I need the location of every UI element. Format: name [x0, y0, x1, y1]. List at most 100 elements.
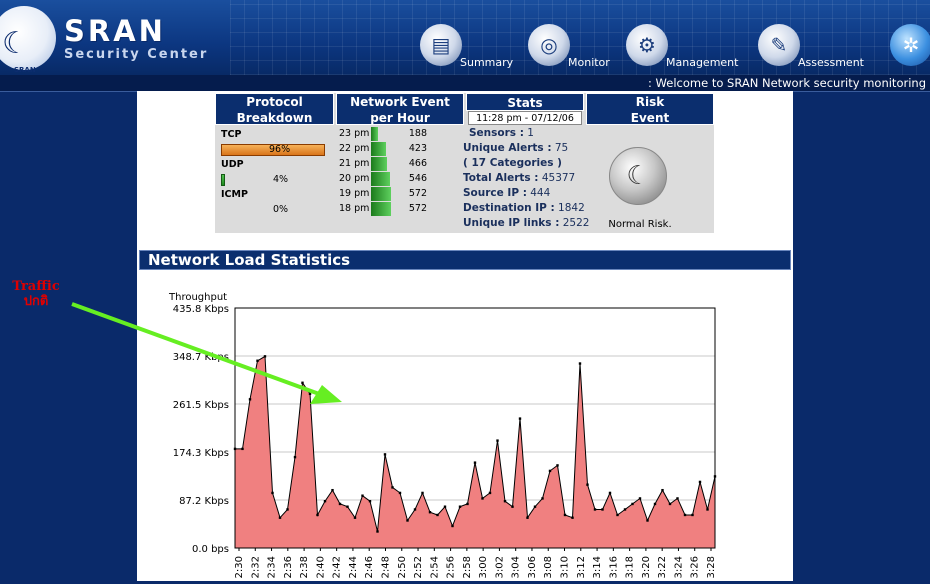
data-point: [391, 486, 394, 489]
header-grid-pattern: [230, 0, 930, 75]
x-tick-label: 3:28: [706, 556, 717, 578]
data-point: [338, 502, 342, 506]
data-point: [586, 483, 589, 486]
event-time: 21 pm: [339, 158, 370, 169]
data-point: [578, 362, 582, 365]
y-tick-label: 87.2 Kbps: [179, 496, 229, 507]
network-event-header[interactable]: Network Event per Hour: [336, 93, 464, 125]
data-point: [481, 497, 484, 500]
x-tick-label: 2:36: [283, 556, 294, 578]
gear-icon: ✲: [890, 24, 930, 66]
risk-label: Normal Risk.: [608, 219, 672, 230]
data-point: [533, 505, 537, 508]
data-point: [593, 508, 597, 511]
data-point: [436, 513, 439, 517]
x-tick-label: 2:50: [397, 556, 408, 578]
event-count: 572: [408, 188, 427, 199]
x-tick-label: 3:22: [657, 556, 668, 578]
throughput-area: [235, 356, 715, 548]
monitor-icon: ◎: [528, 24, 570, 66]
x-tick-label: 2:38: [299, 556, 310, 578]
protocol-head-line1: Protocol: [246, 95, 303, 109]
management-icon: ⚙: [626, 24, 668, 66]
y-tick-label: 348.7 Kbps: [173, 352, 229, 363]
data-point: [451, 524, 454, 528]
data-point: [676, 497, 679, 500]
protocol-tcp-bar-track: 96%: [221, 144, 329, 156]
event-time: 20 pm: [339, 173, 370, 184]
welcome-text: : Welcome to SRAN Network security monit…: [648, 76, 926, 90]
data-point: [406, 519, 409, 522]
data-point: [301, 381, 304, 384]
y-tick-label: 435.8 Kbps: [173, 304, 229, 315]
stats-header[interactable]: Stats: [466, 93, 584, 111]
data-point: [661, 488, 664, 492]
x-tick-label: 2:48: [380, 556, 391, 578]
x-tick-label: 3:14: [592, 556, 603, 578]
stat-value: 45377: [538, 172, 576, 184]
data-point: [541, 497, 544, 500]
risk-cat-icon[interactable]: ☾: [609, 147, 667, 205]
stats-date: 11:28 pm - 07/12/06: [468, 111, 582, 125]
data-point: [653, 502, 657, 506]
data-point: [398, 491, 402, 495]
x-tick-label: 3:18: [625, 556, 636, 578]
sran-logo[interactable]: ☾ SRAN: [0, 6, 56, 74]
stat-line: Destination IP : 1842: [463, 202, 585, 214]
data-point: [496, 439, 499, 442]
data-point: [248, 398, 252, 401]
y-tick-label: 0.0 bps: [192, 544, 229, 555]
data-point: [256, 359, 259, 362]
stat-value: 1: [523, 127, 534, 139]
events-head-line1: Network Event: [350, 95, 450, 109]
event-count: 466: [408, 158, 427, 169]
event-bar: [371, 172, 390, 186]
risk-event-header[interactable]: Risk Event: [586, 93, 714, 125]
event-row: 18 pm 572: [339, 202, 449, 217]
data-point: [646, 519, 649, 522]
event-count: 423: [408, 143, 427, 154]
stat-label: Sensors :: [469, 127, 524, 139]
x-tick-label: 2:32: [250, 556, 261, 578]
data-point: [443, 505, 447, 508]
section-title: Network Load Statistics: [148, 251, 351, 269]
x-tick-label: 2:34: [267, 556, 278, 578]
risk-head-line1: Risk: [635, 95, 665, 109]
data-point: [488, 491, 492, 495]
data-point: [608, 491, 612, 495]
event-row: 23 pm 188: [339, 127, 449, 142]
data-point: [623, 508, 627, 511]
data-point: [458, 505, 462, 508]
data-point: [503, 499, 507, 503]
brand-title: SRAN: [64, 14, 166, 48]
data-point: [668, 502, 672, 506]
nav-label: Summary: [460, 56, 514, 69]
protocol-breakdown-header[interactable]: Protocol Breakdown: [215, 93, 334, 125]
traffic-annotation: Traffic ปกติ: [8, 279, 64, 309]
data-point: [473, 461, 477, 464]
data-point: [601, 508, 604, 511]
event-count: 546: [408, 173, 427, 184]
data-point: [638, 497, 642, 500]
data-point: [526, 516, 529, 519]
data-point: [631, 502, 634, 506]
data-point: [376, 530, 379, 533]
data-point: [428, 511, 432, 514]
data-point: [571, 516, 574, 519]
x-tick-label: 3:10: [560, 556, 571, 578]
data-point: [556, 464, 559, 467]
x-tick-label: 3:12: [576, 556, 587, 578]
data-point: [616, 513, 619, 517]
protocol-head-line2: Breakdown: [236, 111, 313, 125]
welcome-bar: : Welcome to SRAN Network security monit…: [0, 75, 930, 92]
x-tick-label: 2:44: [348, 556, 359, 578]
x-tick-label: 2:30: [234, 556, 245, 578]
data-point: [286, 508, 289, 511]
data-point: [691, 513, 694, 517]
data-point: [323, 499, 327, 503]
protocol-icmp-pct: 0%: [273, 204, 289, 215]
x-tick-label: 3:16: [608, 556, 619, 578]
data-point: [346, 505, 349, 508]
x-tick-label: 2:52: [413, 556, 424, 578]
y-tick-label: 261.5 Kbps: [173, 400, 229, 411]
